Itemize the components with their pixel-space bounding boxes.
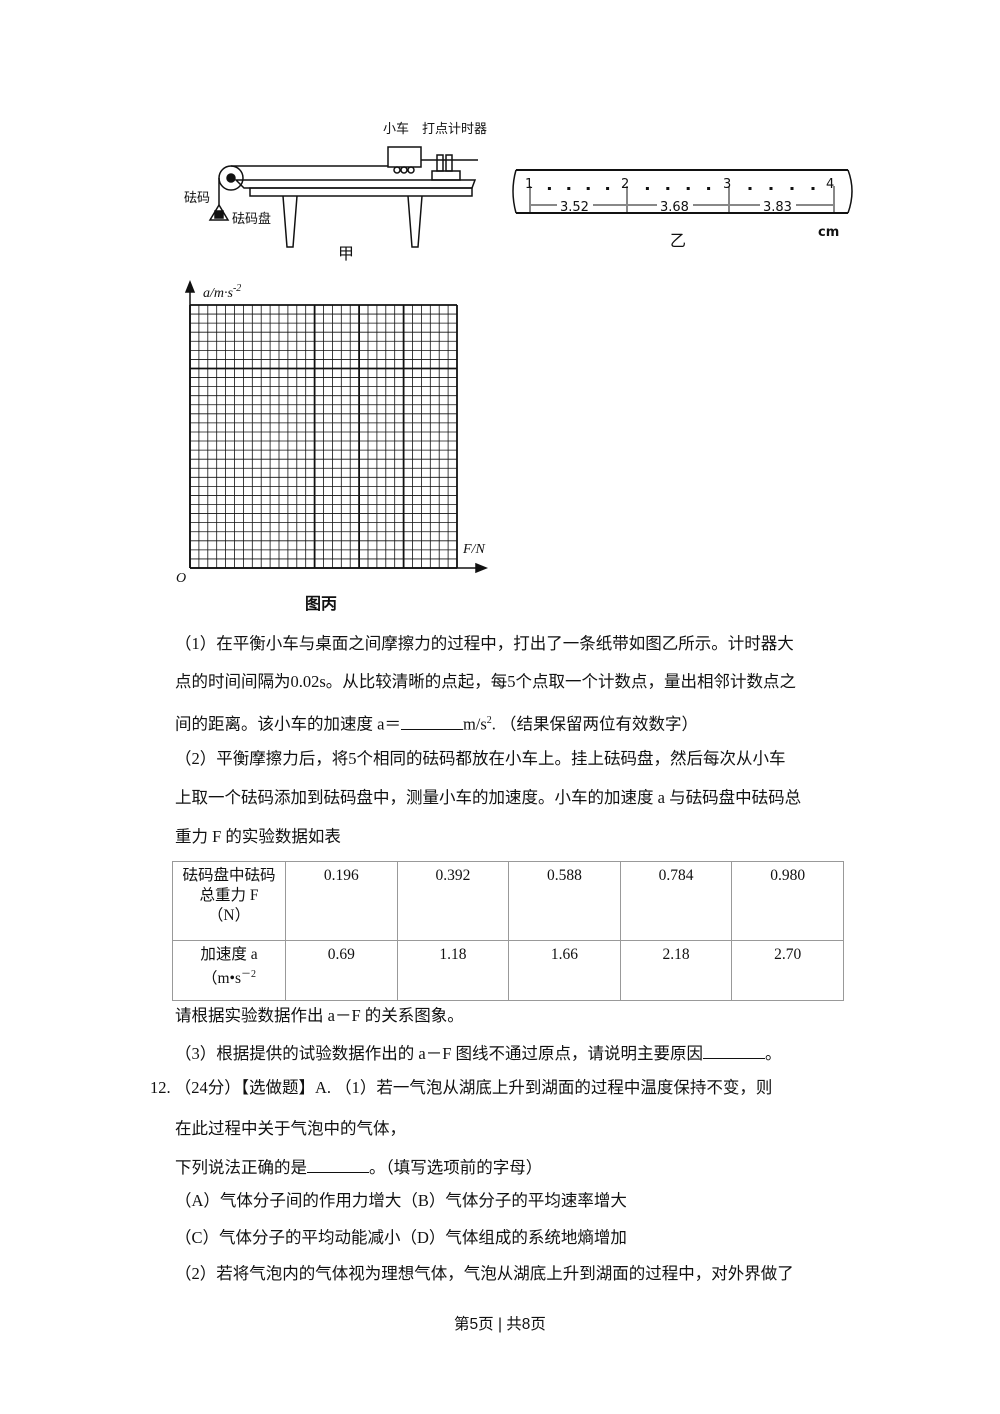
cell: 1.18 — [396, 940, 510, 1001]
q12-part2: （2）若将气泡内的气体视为理想气体，气泡从湖底上升到湖面的过程中，对外界做了 — [175, 1264, 794, 1283]
q11-part1-line1: （1）在平衡小车与桌面之间摩擦力的过程中，打出了一条纸带如图乙所示。计时器大 — [175, 634, 794, 653]
distance-label: 3.83 — [763, 200, 792, 215]
distance-label: 3.52 — [560, 200, 589, 215]
row-header: 砝码盘中砝码 总重力 F （N） — [172, 861, 286, 941]
q12-line1: 12. （24分）【选做题】A. （1）若一气泡从湖底上升到湖面的过程中温度保持… — [150, 1078, 773, 1097]
q11-part1-line2: 点的时间间隔为0.02s。从比较清晰的点起，每5个点取一个计数点，量出相邻计数点… — [175, 672, 797, 691]
timer — [431, 170, 461, 181]
label-cart: 小车 — [383, 121, 409, 137]
track — [234, 179, 477, 189]
cell: 0.784 — [619, 861, 733, 941]
page-footer: 第5页 | 共8页 — [454, 1316, 546, 1333]
q12-line2: 在此过程中关于气泡中的气体， — [175, 1119, 406, 1138]
q11-part3: （3）根据提供的试验数据作出的 a－F 图线不通过原点，请说明主要原因 。 — [175, 1042, 782, 1064]
unit-exp: 2 — [486, 715, 492, 726]
tape-dot — [686, 187, 690, 190]
table-leg-right — [407, 195, 423, 248]
tape-dot — [567, 187, 571, 190]
tape-dot — [707, 187, 711, 190]
cell: 1.66 — [508, 940, 621, 1001]
q12-line3: 下列说法正确的是 。（填写选项前的字母） — [175, 1156, 542, 1178]
q11-part1-text: 间的距离。该小车的加速度 a＝ — [175, 714, 401, 734]
tape-dot — [748, 187, 752, 190]
tape-dots — [547, 187, 815, 190]
q11-part1-line3: 间的距离。该小车的加速度 a＝ m/s2. （结果保留两位有效数字） — [175, 711, 698, 735]
x-axis-label: F/N — [462, 542, 485, 557]
cell: 0.69 — [285, 940, 398, 1001]
q12-options-cd: （C）气体分子的平均动能减小（D）气体组成的系统地熵增加 — [175, 1228, 627, 1247]
label-timer: 打点计时器 — [422, 122, 487, 137]
table-row: 砝码盘中砝码 总重力 F （N） 0.196 0.392 0.588 0.784 0… — [172, 861, 844, 941]
figure-yi-tape — [512, 169, 853, 214]
q11-part2-line1: （2）平衡摩擦力后，将5个相同的砝码都放在小车上。挂上砝码盘，然后每次从小车 — [175, 749, 786, 768]
cell: 0.588 — [508, 861, 621, 941]
q11-part2-line2: 上取一个砝码添加到砝码盘中，测量小车的加速度。小车的加速度 a 与砝码盘中砝码总 — [175, 788, 802, 807]
graph-grid — [189, 304, 458, 569]
answer-blank[interactable] — [703, 1042, 765, 1059]
tape-dot — [586, 187, 590, 190]
label-weights: 砝码 — [184, 191, 210, 206]
figures: 小车 打点计时器 砝码 砝码盘 甲 1 2 3 4 3.52 3.68 3.83… — [176, 121, 853, 613]
figure-jia-apparatus — [208, 146, 478, 248]
point-label: 4 — [826, 177, 834, 192]
data-table: 砝码盘中砝码 总重力 F （N） 0.196 0.392 0.588 0.784 0… — [172, 861, 844, 1001]
tape-dot — [769, 187, 773, 190]
figure-jia-labels: 小车 打点计时器 砝码 砝码盘 甲 — [184, 121, 487, 263]
unit: m/s — [462, 714, 487, 734]
point-label: 2 — [621, 177, 629, 192]
cell: 0.980 — [731, 861, 844, 941]
q12-line3-tail: 。（填写选项前的字母） — [369, 1158, 543, 1177]
cell: 0.196 — [285, 861, 398, 941]
q11-part3-tail: 。 — [765, 1044, 782, 1063]
caption-jia: 甲 — [338, 244, 354, 263]
answer-blank[interactable] — [307, 1156, 369, 1173]
tape-dot — [811, 187, 815, 190]
tape-dot — [645, 187, 649, 190]
q12-line3-text: 下列说法正确的是 — [175, 1158, 307, 1177]
graph-axes — [184, 279, 489, 574]
caption-bing: 图丙 — [305, 594, 337, 613]
y-axis-arrow-icon — [184, 279, 196, 293]
distance-label: 3.68 — [660, 200, 689, 215]
answer-blank[interactable] — [400, 713, 463, 730]
x-axis-arrow-icon — [475, 562, 489, 574]
table-leg-left — [282, 195, 298, 248]
y-axis-label: a/m·s-2 — [203, 283, 241, 301]
figure-yi-labels: 1 2 3 4 3.52 3.68 3.83 cm 乙 — [525, 177, 839, 250]
cell: 2.70 — [731, 940, 844, 1001]
cart — [387, 146, 422, 168]
table-row: 加速度 a （m•s－2 0.69 1.18 1.66 2.18 2.70 — [172, 940, 844, 1001]
point-label: 1 — [525, 177, 533, 192]
tape-dot — [790, 187, 794, 190]
after-table-text: 请根据实验数据作出 a－F 的关系图象。 — [175, 1006, 464, 1025]
graph-labels: a/m·s-2 F/N O — [176, 283, 485, 586]
tape-dot — [547, 187, 551, 190]
label-pan: 砝码盘 — [232, 211, 271, 227]
table-top — [249, 187, 473, 197]
tape-dot — [606, 187, 610, 190]
q11-part3-text: （3）根据提供的试验数据作出的 a－F 图线不通过原点，请说明主要原因 — [175, 1044, 703, 1063]
cell: 2.18 — [619, 940, 733, 1001]
q12-options-ab: （A）气体分子间的作用力增大（B）气体分子的平均速率增大 — [175, 1191, 627, 1210]
tape-dot — [666, 187, 670, 190]
unit-label: cm — [818, 225, 839, 240]
cell: 0.392 — [396, 861, 510, 941]
caption-yi: 乙 — [670, 231, 686, 250]
q11-part2-line3: 重力 F 的实验数据如表 — [175, 827, 341, 846]
point-label: 3 — [723, 177, 731, 192]
row-header: 加速度 a （m•s－2 — [172, 940, 286, 1001]
q11-part1-tail: . （结果保留两位有效数字） — [491, 714, 699, 734]
origin-label: O — [176, 571, 186, 586]
